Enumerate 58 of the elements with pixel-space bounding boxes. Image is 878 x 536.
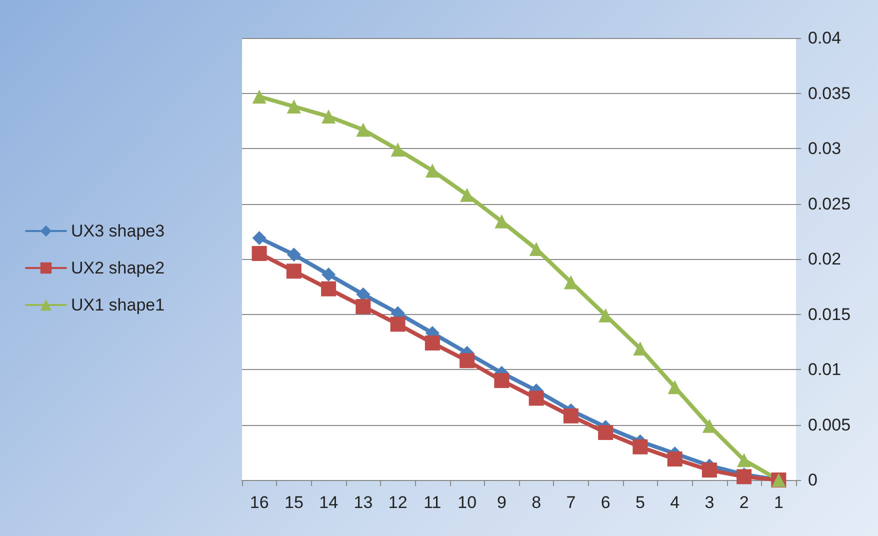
point [252, 246, 267, 261]
y-tick-label: 0.025 [808, 194, 851, 214]
y-tick-label: 0 [808, 470, 818, 490]
x-tick-label: 8 [532, 493, 542, 512]
point [460, 188, 474, 202]
point [737, 453, 752, 468]
x-tick-label: 6 [600, 493, 610, 512]
point [252, 90, 266, 104]
point [667, 452, 682, 467]
x-tick-label: 4 [670, 493, 680, 512]
y-tick-label: 0.005 [808, 415, 851, 434]
point [286, 248, 301, 262]
x-tick-label: 1 [774, 493, 784, 512]
y-tick-label: 0.03 [808, 139, 842, 158]
x-tick-label: 16 [250, 493, 269, 512]
x-tick-label: 14 [319, 493, 338, 512]
x-tick-label: 7 [566, 493, 576, 512]
point [286, 100, 301, 114]
point [460, 353, 475, 368]
x-tick-label: 13 [354, 493, 373, 512]
y-tick-label: 0.04 [808, 28, 842, 48]
point [632, 439, 648, 454]
point [736, 469, 752, 484]
point [425, 164, 440, 178]
y-tick-label: 0.035 [808, 84, 851, 103]
point [390, 316, 406, 332]
point [356, 299, 371, 314]
point [286, 264, 302, 279]
point [633, 342, 648, 356]
legend-label: UX2 shape2 [71, 258, 165, 278]
point [494, 373, 510, 388]
point [252, 231, 266, 246]
legend-label: UX1 shape1 [71, 296, 165, 314]
point [322, 267, 336, 282]
point [598, 424, 614, 440]
point [424, 335, 440, 350]
x-tick-label: 11 [424, 493, 442, 512]
x-tick-label: 9 [496, 493, 506, 512]
point [321, 281, 336, 296]
point [563, 408, 578, 424]
x-tick-label: 3 [704, 493, 714, 512]
point [356, 122, 370, 137]
y-tick-label: 0.015 [808, 304, 851, 324]
x-tick-label: 2 [739, 493, 749, 512]
point [322, 109, 336, 124]
y-tick-label: 0.01 [808, 360, 842, 379]
x-tick-label: 12 [388, 493, 408, 512]
legend-label: UX3 shape3 [71, 222, 165, 240]
point [494, 214, 509, 228]
point [356, 287, 370, 302]
point [668, 380, 682, 394]
x-tick-label: 5 [635, 493, 645, 512]
point [390, 142, 405, 157]
point [702, 462, 717, 478]
x-tick-label: 10 [458, 493, 477, 512]
x-tick-label: 15 [284, 493, 304, 512]
point [528, 390, 544, 406]
y-tick-label: 0.02 [808, 250, 842, 268]
